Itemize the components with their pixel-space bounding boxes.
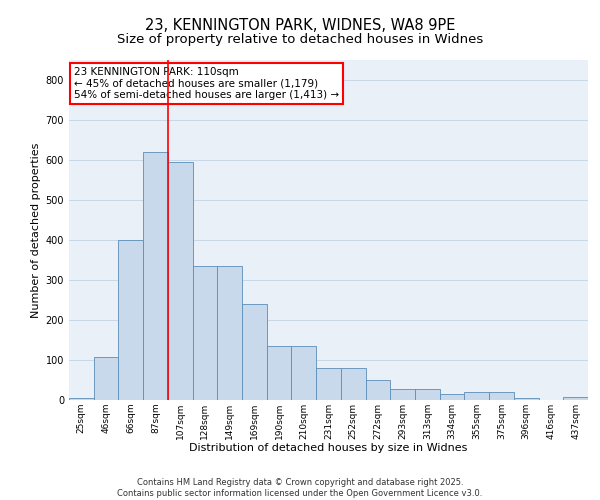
- Bar: [168, 162, 193, 400]
- Bar: [563, 397, 588, 400]
- Bar: [440, 394, 464, 400]
- Bar: [341, 368, 365, 400]
- Bar: [193, 266, 217, 400]
- Bar: [143, 152, 168, 400]
- Bar: [365, 380, 390, 400]
- Text: 23, KENNINGTON PARK, WIDNES, WA8 9PE: 23, KENNINGTON PARK, WIDNES, WA8 9PE: [145, 18, 455, 32]
- Bar: [390, 389, 415, 400]
- Bar: [514, 398, 539, 400]
- Bar: [267, 346, 292, 400]
- Bar: [242, 304, 267, 400]
- Bar: [316, 368, 341, 400]
- Bar: [118, 240, 143, 400]
- Bar: [415, 389, 440, 400]
- Bar: [94, 357, 118, 400]
- Bar: [464, 392, 489, 400]
- X-axis label: Distribution of detached houses by size in Widnes: Distribution of detached houses by size …: [190, 444, 467, 454]
- Bar: [489, 392, 514, 400]
- Text: Contains HM Land Registry data © Crown copyright and database right 2025.
Contai: Contains HM Land Registry data © Crown c…: [118, 478, 482, 498]
- Bar: [292, 346, 316, 400]
- Y-axis label: Number of detached properties: Number of detached properties: [31, 142, 41, 318]
- Text: 23 KENNINGTON PARK: 110sqm
← 45% of detached houses are smaller (1,179)
54% of s: 23 KENNINGTON PARK: 110sqm ← 45% of deta…: [74, 67, 340, 100]
- Bar: [69, 398, 94, 400]
- Text: Size of property relative to detached houses in Widnes: Size of property relative to detached ho…: [117, 32, 483, 46]
- Bar: [217, 266, 242, 400]
